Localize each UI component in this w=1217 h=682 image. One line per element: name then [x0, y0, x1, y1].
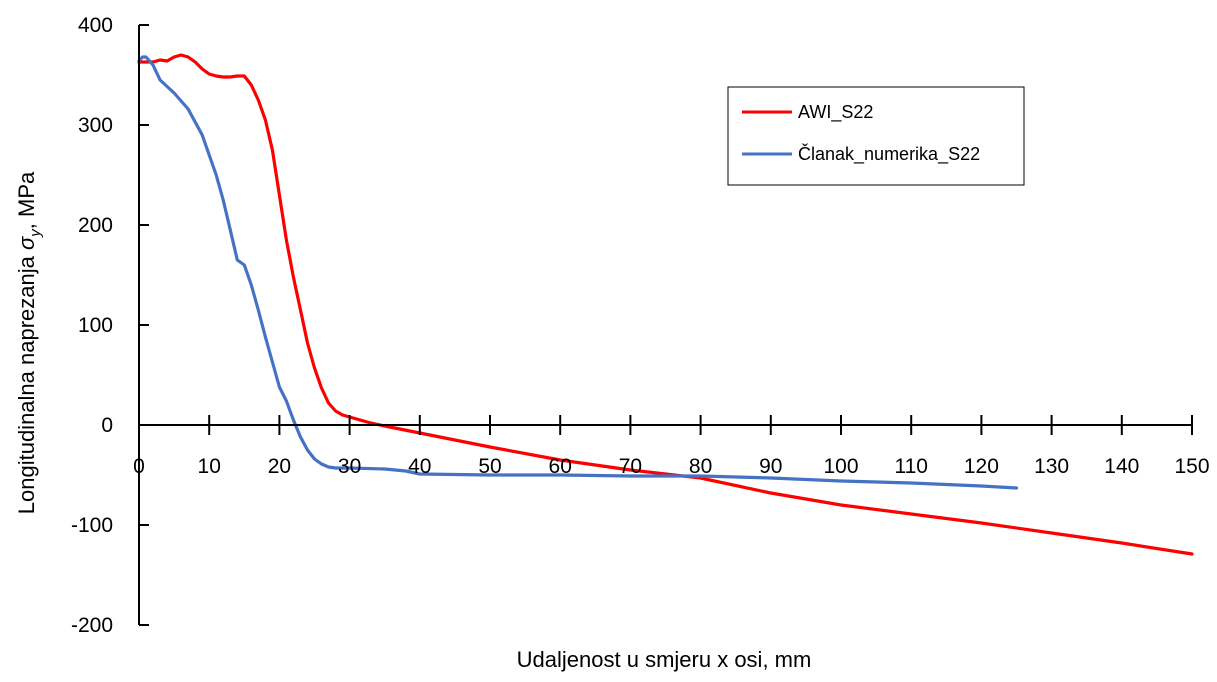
x-tick-label: 40	[408, 455, 431, 478]
y-tick-label: -100	[71, 514, 113, 537]
x-axis-ticks: 0 10 20 30 40 50 60 70 80 90 100 110 120 130 140 150	[133, 415, 1210, 478]
series-line-clanak	[137, 55, 1019, 490]
x-tick-label: 100	[823, 455, 858, 478]
y-tick-label: 300	[78, 114, 113, 137]
x-tick-label: 60	[549, 455, 572, 478]
y-axis-title: Longitudinalna naprezanja σy, MPa	[14, 171, 44, 514]
y-axis-title-subscript: y	[27, 228, 44, 238]
y-axis-title-symbol: σ	[14, 236, 39, 250]
x-tick-label: 150	[1174, 455, 1209, 478]
legend-label-clanak: Članak_numerika_S22	[798, 143, 980, 165]
x-tick-label: 140	[1104, 455, 1139, 478]
y-tick-label: 100	[78, 314, 113, 337]
x-tick-label: 0	[133, 455, 145, 478]
series-line-awi	[137, 53, 1194, 556]
x-tick-label: 90	[759, 455, 782, 478]
y-axis-title-unit: , MPa	[14, 171, 39, 229]
x-tick-label: 30	[338, 455, 361, 478]
y-tick-label: 200	[78, 214, 113, 237]
x-tick-label: 110	[894, 455, 927, 478]
x-tick-label: 120	[964, 455, 999, 478]
y-tick-label: -200	[71, 614, 113, 637]
legend: AWI_S22 Članak_numerika_S22	[727, 86, 1025, 186]
x-tick-label: 20	[268, 455, 291, 478]
y-axis-title-main: Longitudinalna naprezanja	[14, 250, 39, 514]
legend-label-awi: AWI_S22	[798, 102, 873, 123]
x-axis-title: Udaljenost u smjeru x osi, mm	[517, 647, 812, 672]
series-lines	[137, 53, 1194, 556]
x-tick-label: 70	[619, 455, 642, 478]
legend-box	[727, 86, 1025, 186]
x-tick-label: 50	[478, 455, 501, 478]
x-tick-label: 80	[689, 455, 712, 478]
x-tick-label: 130	[1034, 455, 1069, 478]
y-axis-ticks: 400 300 200 100 0 -100 -200	[71, 14, 149, 637]
x-tick-label: 10	[198, 455, 221, 478]
plot-area: 0 10 20 30 40 50 60 70 80 90 100 110 120 130 140 150 40…	[71, 14, 1210, 637]
y-tick-label: 0	[101, 414, 113, 437]
y-tick-label: 400	[78, 14, 113, 37]
